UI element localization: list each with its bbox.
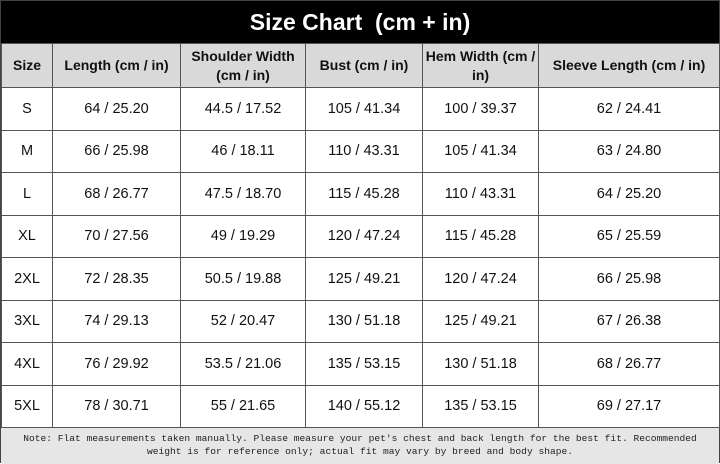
table-cell: 100 / 39.37: [422, 87, 539, 131]
table-cell: 135 / 53.15: [422, 384, 539, 428]
note: Note: Flat measurements taken manually. …: [1, 428, 719, 464]
table-cell: 105 / 41.34: [422, 129, 539, 173]
table-cell: 50.5 / 19.88: [180, 257, 306, 301]
table-cell: 5XL: [1, 384, 53, 428]
table-cell: 120 / 47.24: [422, 257, 539, 301]
table-cell: 64 / 25.20: [538, 172, 720, 216]
size-table: Size Length (cm / in) Shoulder Width (cm /…: [1, 43, 720, 428]
table-cell: 105 / 41.34: [305, 87, 423, 131]
table-cell: 55 / 21.65: [180, 384, 306, 428]
table-cell: XL: [1, 214, 53, 258]
table-row: 4XL 76 / 29.92 53.5 / 21.06 135 / 53.15 130 …: [1, 342, 720, 386]
table-row: L 68 / 26.77 47.5 / 18.70 115 / 45.28 110 / …: [1, 172, 720, 216]
table-cell: 66 / 25.98: [538, 257, 720, 301]
table-cell: 110 / 43.31: [305, 129, 423, 173]
column-header: Length (cm / in): [52, 43, 181, 88]
table-cell: 69 / 27.17: [538, 384, 720, 428]
table-cell: 76 / 29.92: [52, 342, 181, 386]
table-cell: 68 / 26.77: [52, 172, 181, 216]
table-cell: 66 / 25.98: [52, 129, 181, 173]
column-header: Hem Width (cm / in): [422, 43, 539, 88]
table-cell: 67 / 26.38: [538, 299, 720, 343]
table-cell: 115 / 45.28: [305, 172, 423, 216]
table-cell: 63 / 24.80: [538, 129, 720, 173]
table-cell: 130 / 51.18: [305, 299, 423, 343]
table-cell: 110 / 43.31: [422, 172, 539, 216]
table-cell: 44.5 / 17.52: [180, 87, 306, 131]
table-cell: 120 / 47.24: [305, 214, 423, 258]
table-cell: 4XL: [1, 342, 53, 386]
table-cell: 52 / 20.47: [180, 299, 306, 343]
table-cell: 72 / 28.35: [52, 257, 181, 301]
table-cell: 46 / 18.11: [180, 129, 306, 173]
table-cell: 70 / 27.56: [52, 214, 181, 258]
table-cell: 115 / 45.28: [422, 214, 539, 258]
table-cell: M: [1, 129, 53, 173]
column-header: Shoulder Width (cm / in): [180, 43, 306, 88]
table-cell: 47.5 / 18.70: [180, 172, 306, 216]
table-cell: 62 / 24.41: [538, 87, 720, 131]
table-cell: 3XL: [1, 299, 53, 343]
table-cell: 64 / 25.20: [52, 87, 181, 131]
column-header: Bust (cm / in): [305, 43, 423, 88]
table-row: 2XL 72 / 28.35 50.5 / 19.88 125 / 49.21 120 …: [1, 257, 720, 301]
table-cell: 140 / 55.12: [305, 384, 423, 428]
table-cell: L: [1, 172, 53, 216]
table-cell: 65 / 25.59: [538, 214, 720, 258]
table-cell: 135 / 53.15: [305, 342, 423, 386]
column-header: Sleeve Length (cm / in): [538, 43, 720, 88]
table-row: 3XL 74 / 29.13 52 / 20.47 130 / 51.18 125 / …: [1, 299, 720, 343]
column-header: Size: [1, 43, 53, 88]
table-row: S 64 / 25.20 44.5 / 17.52 105 / 41.34 100 / …: [1, 87, 720, 131]
table-cell: 68 / 26.77: [538, 342, 720, 386]
table-cell: 125 / 49.21: [422, 299, 539, 343]
table-cell: 53.5 / 21.06: [180, 342, 306, 386]
table-cell: 78 / 30.71: [52, 384, 181, 428]
table-row: XL 70 / 27.56 49 / 19.29 120 / 47.24 115 / 4…: [1, 214, 720, 258]
table-cell: 125 / 49.21: [305, 257, 423, 301]
table-cell: 49 / 19.29: [180, 214, 306, 258]
header-row: Size Length (cm / in) Shoulder Width (cm /…: [1, 43, 720, 88]
table-body: S 64 / 25.20 44.5 / 17.52 105 / 41.34 100 / …: [1, 87, 720, 428]
table-row: 5XL 78 / 30.71 55 / 21.65 140 / 55.12 135 / …: [1, 384, 720, 428]
title: Size Chart (cm + in): [1, 1, 719, 43]
table-row: M 66 / 25.98 46 / 18.11 110 / 43.31 105 / 41…: [1, 129, 720, 173]
table-cell: 74 / 29.13: [52, 299, 181, 343]
table-cell: S: [1, 87, 53, 131]
table-cell: 130 / 51.18: [422, 342, 539, 386]
table-cell: 2XL: [1, 257, 53, 301]
